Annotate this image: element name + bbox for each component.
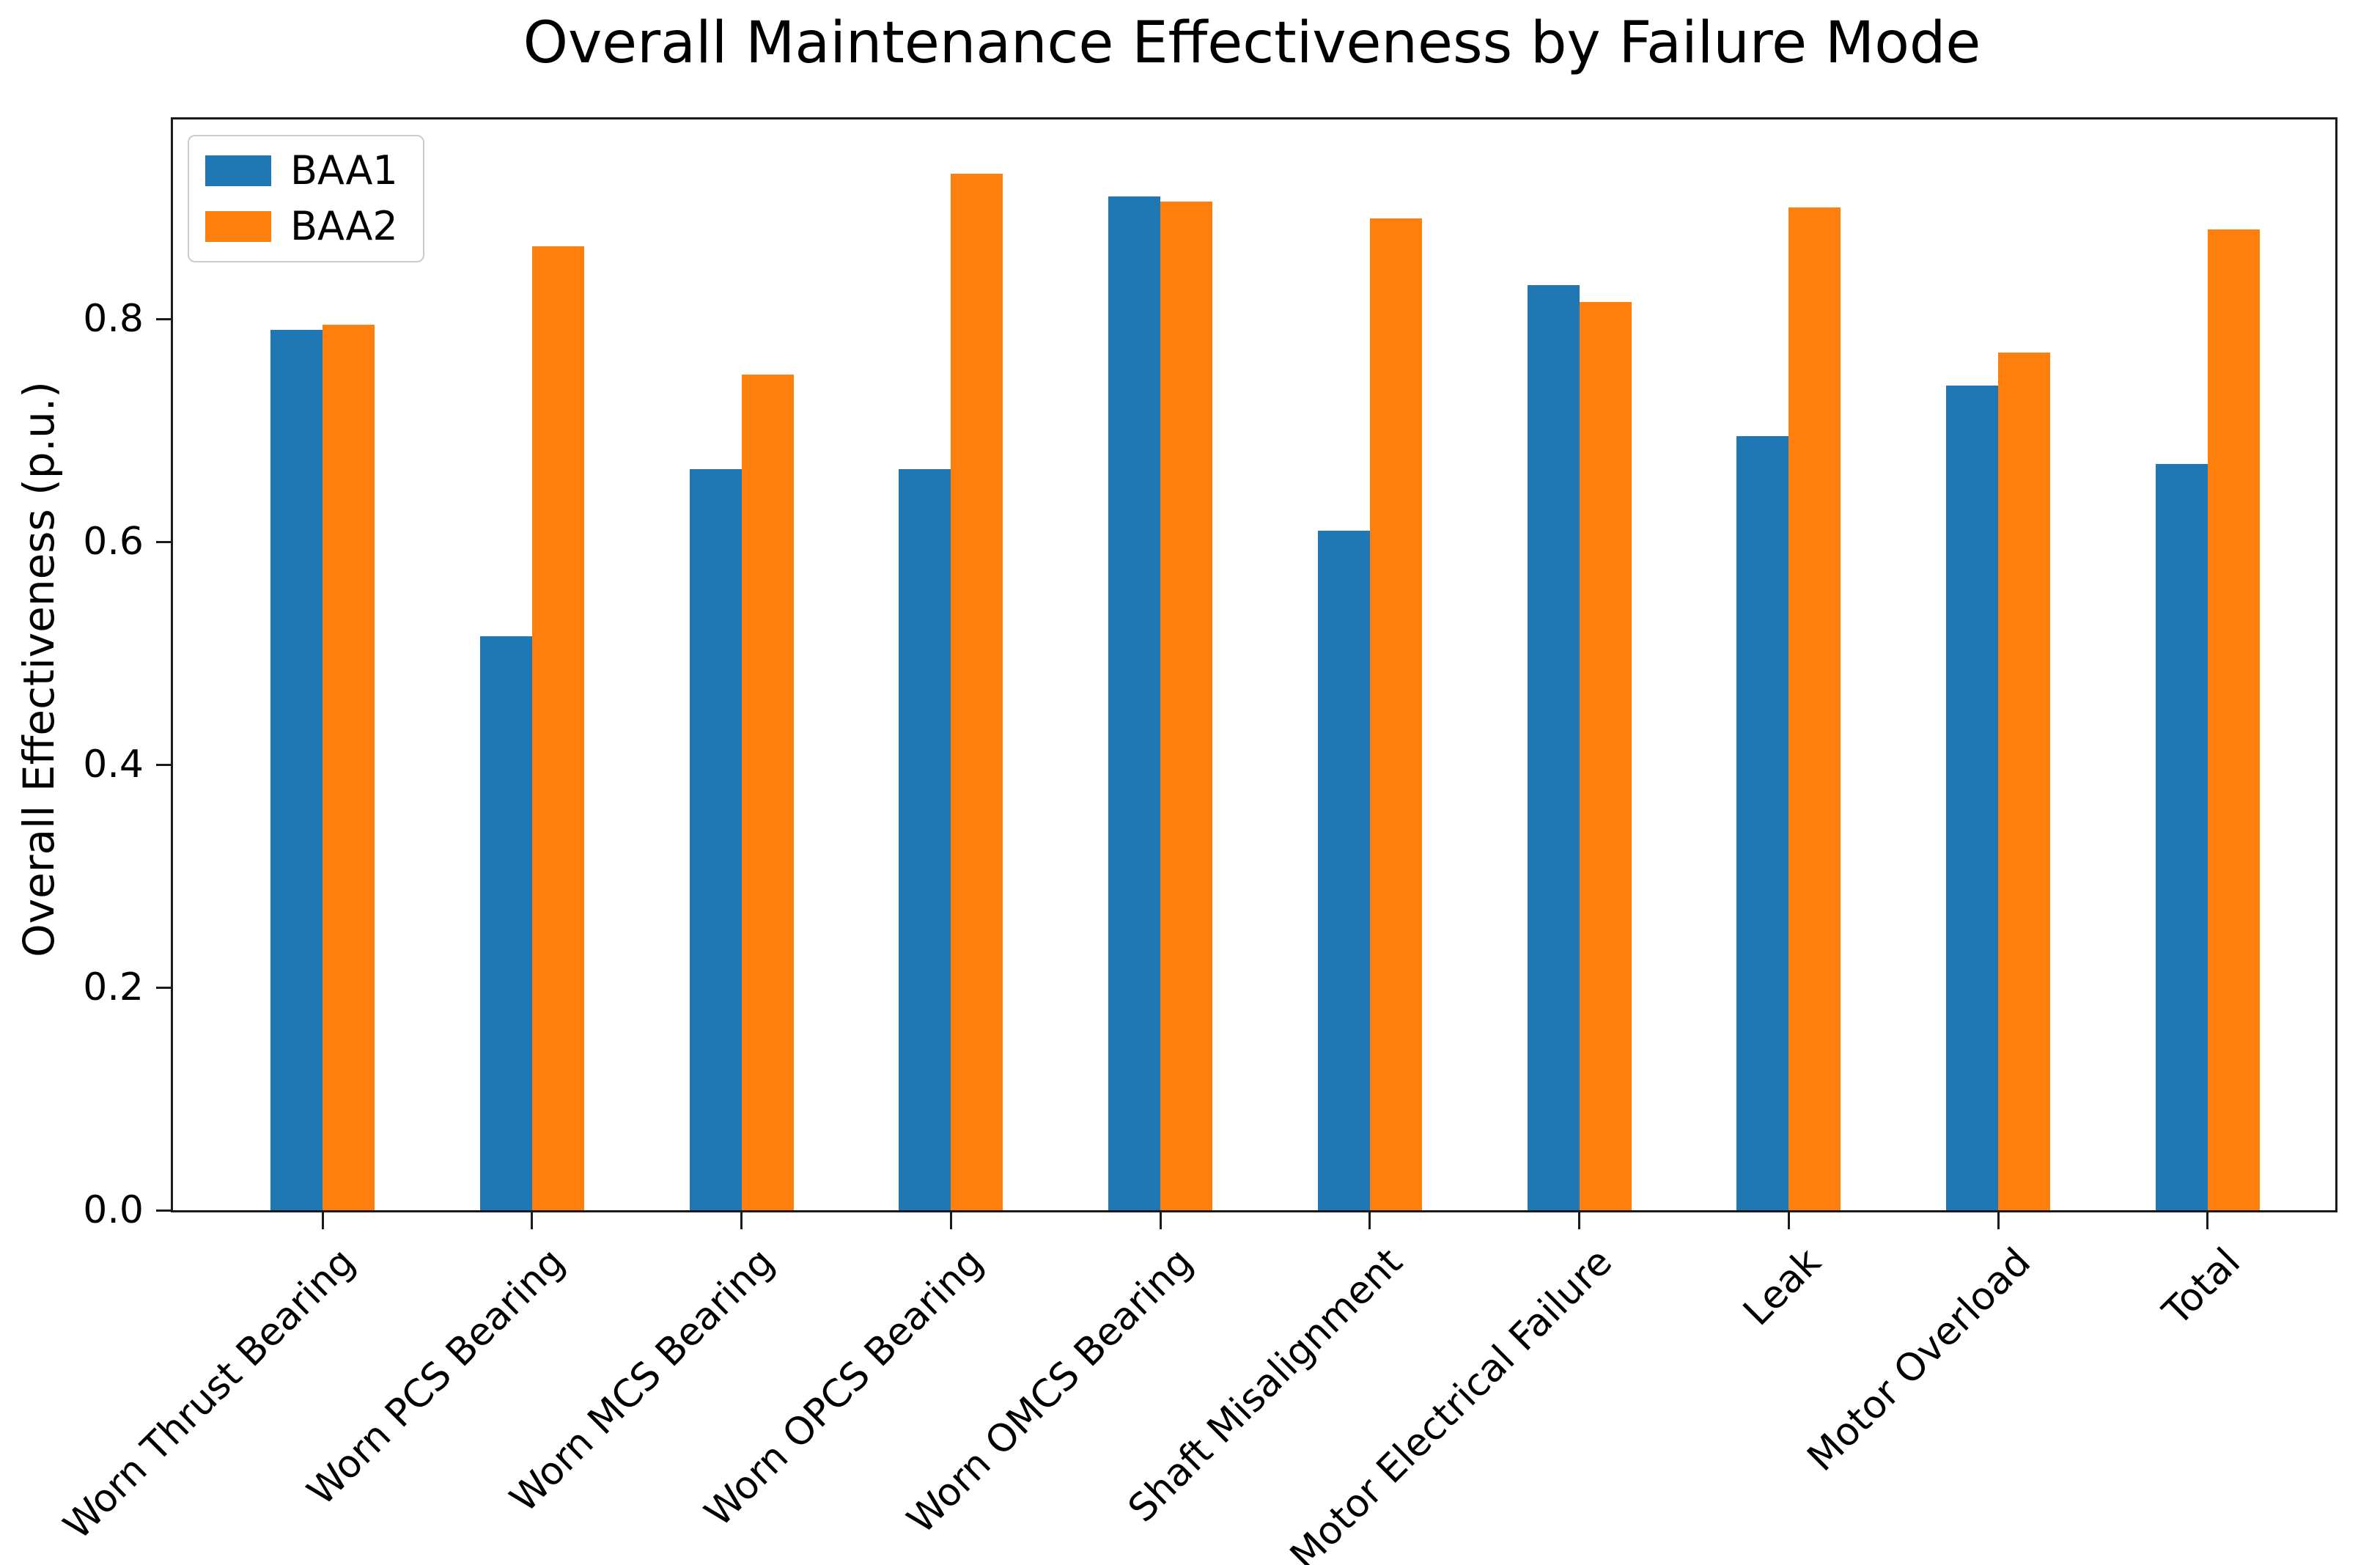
x-tick-mark-worn-mcs-bearing [740,1212,743,1229]
bar-baa2-total [2207,229,2260,1210]
y-tick-label-0.6: 0.6 [83,520,144,564]
y-tick-mark-0.2 [156,986,171,989]
bar-baa2-shaft-misalignment [1369,218,1422,1210]
x-tick-mark-motor-overload [1997,1212,2000,1229]
legend-label-baa2: BAA2 [290,203,398,249]
bar-baa1-motor-electrical-failure [1527,285,1580,1210]
bar-baa1-worn-thrust-bearing [270,330,323,1210]
legend-swatch-baa1 [205,155,271,186]
bar-baa2-worn-omcs-bearing [1160,202,1212,1210]
plot-area: BAA1 BAA2 0.0 0.2 0.4 0.6 0.8 Worn Thrust Bea… [56,117,2337,1565]
bar-baa1-worn-omcs-bearing [1108,196,1160,1210]
y-tick-mark-0.4 [156,763,171,766]
legend-swatch-baa2 [205,211,271,242]
legend-item-baa2: BAA2 [205,207,398,246]
bar-baa1-worn-mcs-bearing [689,469,742,1210]
bar-baa2-worn-opcs-bearing [951,174,1003,1210]
y-tick-mark-0.0 [156,1209,171,1212]
x-tick-mark-motor-electrical-failure [1578,1212,1580,1229]
bar-baa2-leak [1788,207,1841,1210]
bar-baa2-worn-pcs-bearing [531,246,584,1210]
x-tick-mark-worn-omcs-bearing [1159,1212,1162,1229]
x-tick-mark-leak [1787,1212,1790,1229]
y-tick-label-0.0: 0.0 [83,1188,144,1232]
bar-baa1-total [2155,464,2208,1210]
legend-item-baa1: BAA1 [205,151,398,191]
bar-baa2-motor-overload [1998,353,2050,1210]
y-axis-label: Overall Effectiveness (p.u.) [14,381,64,957]
bar-baa1-shaft-misalignment [1317,531,1370,1210]
x-tick-mark-shaft-misalignment [1368,1212,1371,1229]
bar-baa2-motor-electrical-failure [1579,302,1632,1210]
y-tick-label-0.8: 0.8 [83,297,144,341]
y-tick-label-0.4: 0.4 [83,743,144,787]
legend: BAA1 BAA2 [188,135,424,262]
bar-baa2-worn-thrust-bearing [323,325,375,1210]
bar-baa2-worn-mcs-bearing [741,375,794,1210]
y-tick-mark-0.8 [156,317,171,320]
x-tick-mark-worn-pcs-bearing [531,1212,534,1229]
y-tick-mark-0.6 [156,540,171,543]
bar-baa1-worn-opcs-bearing [899,469,951,1210]
bar-baa1-worn-pcs-bearing [479,636,532,1210]
x-tick-mark-total [2206,1212,2209,1229]
x-tick-mark-worn-thrust-bearing [321,1212,324,1229]
bar-baa1-leak [1736,436,1789,1210]
bar-baa1-motor-overload [1946,386,1998,1210]
chart-title: Overall Maintenance Effectiveness by Fai… [523,10,1981,76]
y-tick-label-0.2: 0.2 [83,965,144,1009]
legend-label-baa1: BAA1 [290,147,398,194]
x-tick-mark-worn-opcs-bearing [949,1212,952,1229]
